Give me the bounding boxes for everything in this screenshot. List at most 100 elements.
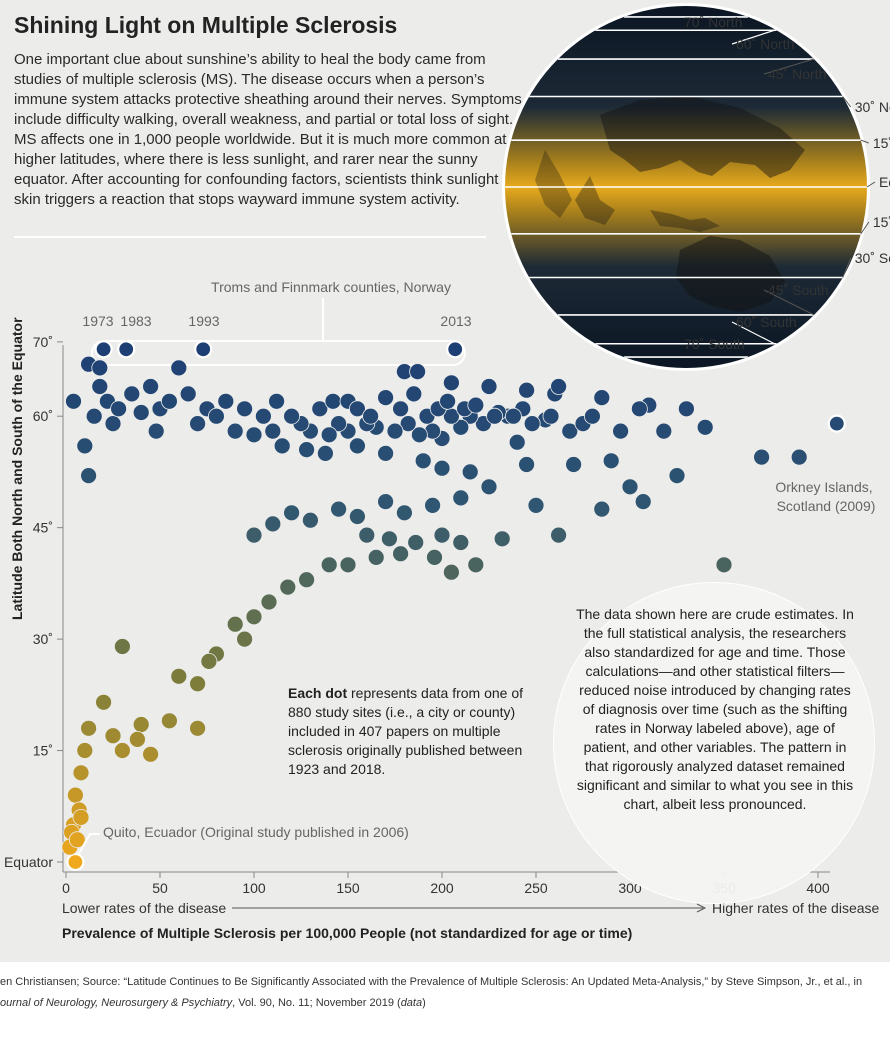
- data-point: [399, 415, 417, 433]
- x-tick-label: 50: [152, 880, 168, 896]
- data-point: [715, 556, 733, 574]
- data-link[interactable]: data: [400, 997, 423, 1009]
- latitude-leader: [842, 257, 852, 278]
- data-point: [170, 359, 188, 377]
- data-point: [114, 638, 131, 655]
- year-label-1973: 1973: [82, 313, 113, 329]
- data-point: [123, 385, 141, 403]
- data-point: [561, 422, 579, 440]
- data-point: [72, 764, 90, 782]
- latitude-label: 60˚ North: [736, 36, 794, 52]
- data-point: [273, 437, 291, 455]
- data-point: [236, 630, 254, 648]
- latitude-leader: [842, 96, 852, 108]
- data-point: [593, 389, 611, 407]
- latitude-label: 45˚ North: [768, 66, 826, 82]
- data-point: [505, 407, 522, 425]
- data-point: [493, 530, 511, 548]
- data-point: [452, 418, 470, 436]
- data-point: [452, 534, 470, 551]
- highlighted-data-point: [66, 852, 85, 872]
- data-point: [486, 407, 504, 425]
- data-point: [170, 667, 188, 685]
- callout-text: The data shown here are crude estimates.…: [576, 606, 854, 812]
- data-point: [217, 392, 235, 410]
- quito-leader-line: [77, 833, 100, 856]
- data-point: [320, 556, 338, 574]
- data-point: [377, 493, 395, 511]
- data-point: [207, 407, 225, 425]
- latitude-leader: [731, 321, 775, 345]
- data-point: [467, 556, 485, 574]
- journal-details-end: ): [422, 997, 426, 1009]
- y-tick-label: 30˚: [33, 631, 53, 647]
- data-point: [655, 422, 673, 440]
- latitude-label: 15˚ South: [873, 214, 890, 230]
- latitude-label: 70˚ South: [684, 336, 745, 352]
- india-landmass: [575, 176, 615, 225]
- globe-land: [535, 96, 805, 312]
- data-point: [142, 745, 160, 763]
- data-point: [442, 563, 460, 581]
- data-point: [392, 400, 410, 418]
- data-point: [348, 400, 366, 418]
- page-title: Shining Light on Multiple Sclerosis: [14, 12, 398, 38]
- note-text: represents data from one of 880 study si…: [288, 685, 524, 777]
- x-axis-title: Prevalence of Multiple Sclerosis per 100…: [62, 925, 632, 941]
- highlighted-data-point: [194, 340, 213, 359]
- latitude-leader: [860, 139, 870, 144]
- data-point: [320, 426, 338, 444]
- data-point: [104, 727, 122, 745]
- data-point: [147, 422, 165, 440]
- y-tick-label: Equator: [4, 854, 53, 870]
- data-point: [260, 593, 278, 611]
- journal-name: ournal of Neurology, Neurosurgery & Psyc…: [0, 997, 233, 1009]
- data-point: [189, 675, 207, 693]
- data-point: [696, 418, 714, 436]
- latitude-label: Equator: [879, 174, 890, 190]
- data-point: [678, 400, 695, 418]
- data-point: [634, 493, 652, 511]
- data-point: [189, 719, 207, 737]
- data-point: [405, 385, 423, 403]
- data-point: [189, 415, 207, 433]
- data-point: [584, 407, 601, 425]
- data-point: [80, 467, 97, 485]
- data-point: [80, 719, 97, 737]
- data-point: [160, 712, 178, 730]
- journal-details: , Vol. 90, No. 11; November 2019 (: [232, 997, 401, 1009]
- orkney-label-line2: Scotland (2009): [777, 498, 876, 514]
- year-label-2013: 2013: [440, 313, 471, 329]
- data-point: [283, 504, 301, 522]
- data-point: [380, 530, 398, 548]
- note-bold: Each dot: [288, 685, 348, 701]
- credits-line-1: en Christiansen; Source: “Latitude Conti…: [0, 976, 863, 988]
- x-ticks: 050100150200250300350400: [62, 872, 830, 896]
- data-point: [550, 378, 567, 395]
- data-point: [160, 392, 178, 410]
- asia-landmass: [600, 96, 805, 178]
- infographic-panel: Shining Light on Multiple Sclerosis One …: [0, 0, 890, 962]
- data-point: [542, 407, 560, 425]
- latitude-label: 70˚ North: [684, 14, 742, 30]
- orkney-label-line1: Orkney Islands,: [775, 479, 872, 495]
- data-point: [442, 374, 460, 392]
- highlighted-data-point: [827, 414, 846, 433]
- x-axis-arrowhead: [696, 903, 707, 913]
- data-point: [358, 526, 376, 544]
- data-point: [132, 404, 150, 421]
- x-tick-label: 0: [62, 880, 70, 896]
- data-point: [226, 615, 244, 633]
- divider: [14, 236, 486, 238]
- data-point: [386, 422, 404, 440]
- x-tick-label: 100: [242, 880, 266, 896]
- quito-label: Quito, Ecuador (Original study published…: [103, 824, 409, 840]
- arabia-landmass: [535, 150, 572, 218]
- data-point: [316, 444, 334, 462]
- data-point: [85, 407, 103, 425]
- data-point: [104, 415, 122, 433]
- data-point: [330, 415, 348, 433]
- latitude-label: 30˚ South: [855, 250, 890, 266]
- data-point: [298, 571, 316, 589]
- dot-explanation-note: Each dot represents data from one of 880…: [288, 684, 528, 779]
